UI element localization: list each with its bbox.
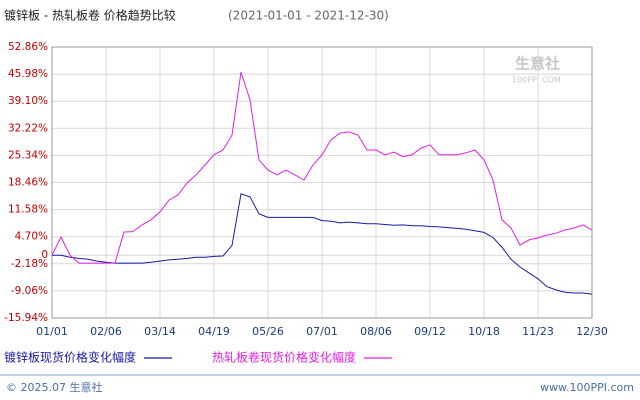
x-tick-label: 05/26 — [252, 325, 284, 338]
chart-title: 镀锌板 - 热轧板卷 价格趋势比较 — [4, 8, 176, 23]
y-tick-label: 45.98% — [8, 68, 48, 80]
y-tick-label: 39.10% — [8, 95, 48, 107]
legend-label: 镀锌板现货价格变化幅度 — [4, 350, 136, 365]
x-tick-label: 02/06 — [90, 325, 122, 338]
y-tick-label: 18.46% — [8, 177, 48, 189]
x-tick-label: 09/12 — [414, 325, 446, 338]
x-tick-label: 01/01 — [36, 325, 68, 338]
series-line — [52, 193, 593, 295]
y-tick-label: 52.86% — [8, 41, 48, 53]
x-tick-label: 08/06 — [360, 325, 392, 338]
y-tick-label: -15.94% — [4, 312, 48, 324]
y-tick-label: 25.34% — [8, 149, 48, 161]
x-tick-label: 11/23 — [522, 325, 554, 338]
y-tick-label: -2.18% — [11, 258, 48, 270]
x-tick-label: 07/01 — [306, 325, 338, 338]
x-tick-label: 10/18 — [468, 325, 500, 338]
legend-label: 热轧板卷现货价格变化幅度 — [212, 350, 356, 365]
footer-copyright: © 2025.07 生意社 — [6, 380, 102, 394]
x-tick-label: 03/14 — [144, 325, 176, 338]
watermark-url: 100PPI.COM — [512, 76, 561, 85]
y-tick-label: 0 — [41, 249, 48, 261]
x-tick-label: 12/30 — [576, 325, 608, 338]
series-line — [51, 71, 593, 264]
y-tick-label: 32.22% — [8, 122, 48, 134]
y-tick-label: -9.06% — [11, 285, 48, 297]
y-tick-label: 4.70% — [15, 231, 48, 243]
y-tick-label: 11.58% — [8, 204, 48, 216]
x-tick-label: 04/19 — [198, 325, 230, 338]
chart-subtitle: (2021-01-01 - 2021-12-30) — [228, 9, 389, 23]
footer-site: www.100PPI.com — [540, 381, 634, 394]
plot-frame — [51, 46, 593, 319]
